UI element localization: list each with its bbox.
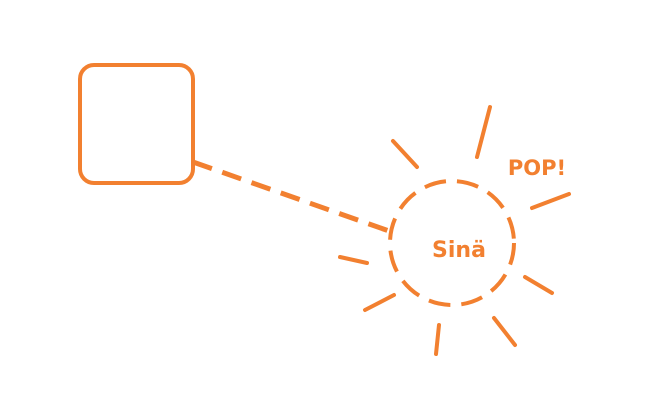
circle-label: Sinä [432,238,486,263]
ray [434,323,441,356]
ray [492,316,517,347]
ray [363,293,396,312]
dashed-connector [192,159,390,234]
ray [475,105,492,159]
sunburst-rays [338,105,571,356]
ray [338,255,369,265]
square-node [78,63,195,185]
ray [391,139,419,169]
ray [523,275,554,295]
ray [530,192,571,210]
pop-label: POP! [508,156,566,180]
circle-node [388,179,516,307]
